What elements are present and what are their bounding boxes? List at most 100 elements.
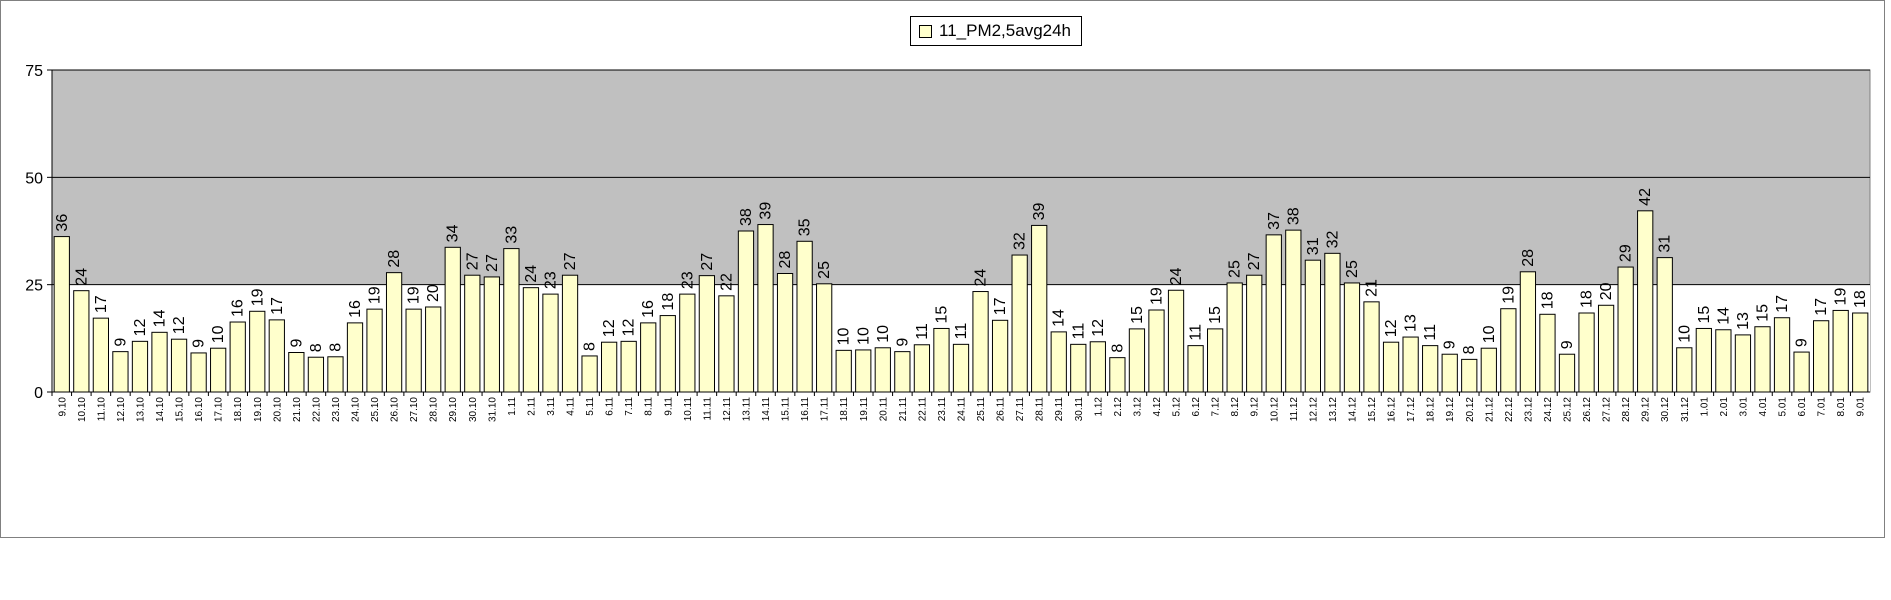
bar	[1852, 312, 1869, 393]
bar	[1109, 357, 1126, 393]
data-label: 13	[1403, 314, 1420, 332]
data-label: 12	[132, 318, 149, 336]
category-label: 2.11	[526, 397, 537, 416]
data-label: 22	[718, 273, 735, 291]
category-label: 14.10	[155, 397, 166, 422]
bar	[816, 283, 833, 393]
bar	[190, 352, 207, 393]
data-label: 36	[54, 214, 71, 232]
category-label: 13.12	[1328, 397, 1339, 422]
category-label: 4.11	[566, 397, 577, 416]
category-label: 26.10	[390, 397, 401, 422]
data-label: 19	[1833, 288, 1850, 306]
y-tick-label: 75	[25, 63, 43, 80]
category-label: 9.10	[57, 397, 68, 417]
bar	[1754, 326, 1771, 393]
category-label: 15.10	[175, 397, 186, 422]
bar	[620, 340, 637, 393]
bar	[1089, 341, 1106, 393]
data-label: 17	[269, 297, 286, 315]
data-label: 24	[1168, 267, 1185, 285]
bar	[1285, 229, 1302, 393]
data-label: 16	[230, 299, 247, 317]
data-label: 9	[191, 339, 208, 348]
data-label: 8	[308, 343, 325, 352]
category-label: 27.10	[409, 397, 420, 422]
bar	[679, 293, 696, 393]
bar	[1676, 347, 1693, 393]
data-label: 9	[112, 338, 129, 347]
bar	[112, 351, 129, 393]
bar	[601, 341, 618, 393]
category-label: 24.12	[1543, 397, 1554, 422]
legend: 11_PM2,5avg24h	[910, 16, 1083, 46]
data-label: 14	[152, 309, 169, 327]
bar	[581, 355, 598, 393]
bar	[1363, 301, 1380, 393]
category-label: 21.12	[1484, 397, 1495, 422]
data-label: 33	[503, 226, 520, 244]
category-label: 27.12	[1602, 397, 1613, 422]
data-label: 9	[1442, 340, 1459, 349]
legend-swatch	[919, 24, 932, 38]
bar	[1187, 345, 1204, 393]
bar	[1304, 259, 1321, 393]
data-label: 20	[1598, 282, 1615, 300]
data-label: 8	[1109, 344, 1126, 353]
category-label: 2.01	[1719, 397, 1730, 417]
category-label: 3.11	[546, 397, 557, 416]
bar	[464, 274, 481, 393]
y-tick-label: 50	[25, 170, 43, 187]
data-label: 9	[1794, 338, 1811, 347]
data-label: 9	[288, 339, 305, 348]
category-label: 16.12	[1387, 397, 1398, 422]
data-label: 11	[1070, 323, 1087, 340]
bar	[307, 356, 325, 393]
category-label: 6.11	[605, 397, 616, 416]
bar	[561, 274, 579, 393]
category-label: 29.10	[448, 397, 459, 422]
data-label: 28	[1520, 249, 1537, 267]
category-label: 9.11	[663, 397, 674, 416]
category-label: 5.12	[1172, 397, 1183, 417]
bar	[1656, 257, 1673, 393]
data-label: 42	[1637, 188, 1654, 206]
bar	[698, 275, 715, 393]
category-label: 9.01	[1856, 397, 1867, 417]
category-label: 31.12	[1680, 397, 1691, 422]
bar	[92, 317, 109, 393]
data-label: 38	[738, 208, 755, 226]
category-label: 17.12	[1406, 397, 1417, 422]
bar	[933, 327, 950, 393]
category-label: 12.10	[116, 397, 127, 422]
category-label: 31.10	[487, 397, 498, 422]
bar	[835, 349, 852, 393]
data-label: 16	[347, 300, 364, 318]
data-label: 12	[621, 318, 638, 336]
data-label: 15	[1754, 304, 1771, 322]
bar	[640, 322, 657, 393]
bar	[1461, 358, 1478, 393]
data-label: 37	[1266, 212, 1283, 230]
bar	[1558, 353, 1576, 393]
bar	[1500, 308, 1517, 393]
data-label: 12	[171, 316, 188, 334]
data-label: 19	[1500, 286, 1517, 304]
data-label: 9	[894, 338, 911, 347]
bar	[229, 321, 246, 393]
bar	[522, 287, 540, 393]
bar	[874, 347, 891, 393]
bar	[1617, 266, 1634, 393]
bar	[1597, 304, 1615, 393]
bar	[151, 331, 168, 393]
data-label: 20	[425, 284, 442, 302]
category-label: 14.12	[1347, 397, 1358, 422]
data-label: 10	[836, 327, 853, 345]
category-label: 6.01	[1797, 397, 1808, 417]
category-label: 22.11	[917, 397, 928, 422]
category-label: 10.10	[77, 397, 88, 422]
bar	[1441, 353, 1458, 393]
data-label: 39	[1031, 203, 1048, 221]
data-label: 27	[562, 252, 579, 270]
bar	[1734, 334, 1752, 393]
